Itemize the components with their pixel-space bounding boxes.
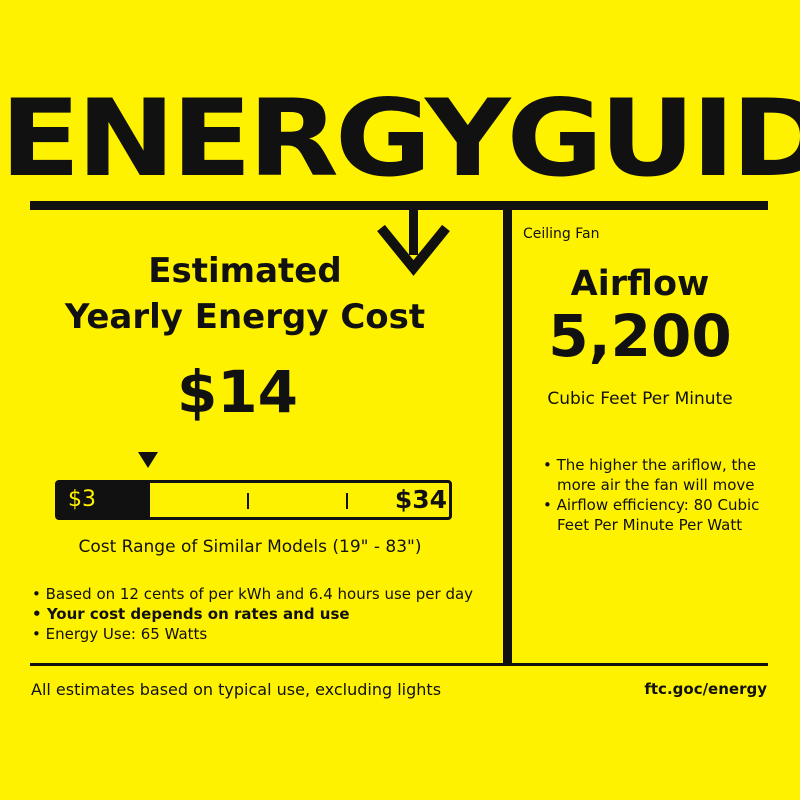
note: • Airflow efficiency: 80 Cubic Feet Per … <box>543 496 760 534</box>
range-caption: Cost Range of Similar Models (19" - 83") <box>78 537 422 557</box>
heading-line1: Estimated <box>148 251 342 291</box>
bottom-divider <box>30 663 768 666</box>
range-max: $34 <box>394 485 447 514</box>
airflow-notes: • The higher the ariflow, the more air t… <box>543 455 768 535</box>
range-tick <box>247 493 249 509</box>
heading-line2: Yearly Energy Cost <box>64 297 426 337</box>
airflow-value: 5,200 <box>548 302 732 370</box>
energyguide-title: ENERGYGUIDE <box>0 75 800 201</box>
cost-range-bar: $3 $34 <box>55 480 452 520</box>
airflow-unit: Cubic Feet Per Minute <box>547 389 733 409</box>
footer-note: All estimates based on typical use, excl… <box>31 680 442 699</box>
ftc-link[interactable]: ftc.goc/energy <box>644 680 767 698</box>
note: • Based on 12 cents of per kWh and 6.4 h… <box>32 585 474 603</box>
range-tick <box>346 493 348 509</box>
vertical-divider <box>503 210 512 665</box>
cost-fill <box>58 483 150 517</box>
top-divider <box>30 201 768 210</box>
product-type: Ceiling Fan <box>523 226 600 242</box>
airflow-heading: Airflow <box>570 264 710 304</box>
note: • Energy Use: 65 Watts <box>32 625 208 643</box>
note: • Your cost depends on rates and use <box>32 605 350 623</box>
note: • The higher the ariflow, the more air t… <box>543 456 757 494</box>
range-min: $3 <box>68 487 96 512</box>
yearly-cost: $14 <box>176 358 299 426</box>
cost-marker-icon <box>138 452 158 468</box>
cost-notes: • Based on 12 cents of per kWh and 6.4 h… <box>32 584 502 644</box>
arrow-shaft <box>409 205 418 255</box>
cost-heading: Estimated Yearly Energy Cost <box>30 248 460 340</box>
arrow-down-icon <box>377 224 450 276</box>
